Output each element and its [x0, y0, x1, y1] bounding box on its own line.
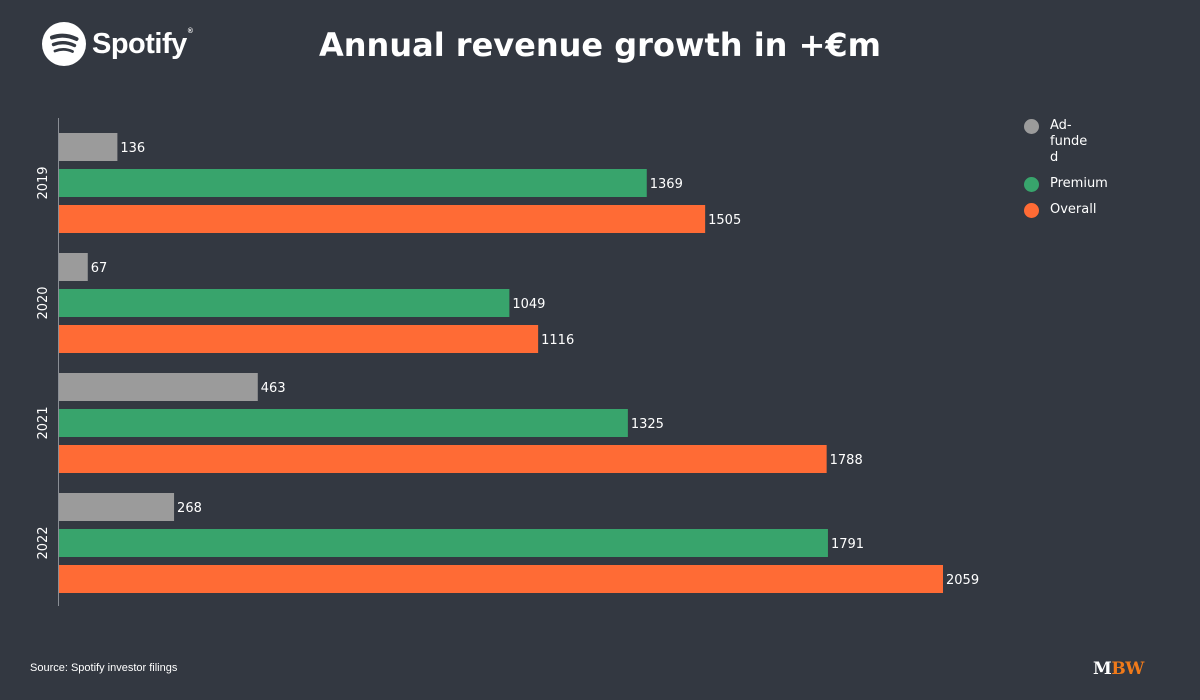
category-label-2022: 2022: [36, 526, 51, 559]
legend-swatch: [1024, 177, 1039, 192]
legend-item-overall: Overall: [1024, 202, 1110, 218]
data-label-overall-2021: 1788: [830, 453, 863, 468]
bar-overall-2022: [59, 565, 943, 593]
bar-ad-funded-2021: [59, 373, 258, 401]
spotify-logo: Spotify®: [42, 22, 193, 66]
data-label-ad-funded-2020: 67: [91, 261, 108, 276]
chart-title: Annual revenue growth in +€m: [318, 26, 882, 64]
data-label-ad-funded-2019: 136: [120, 141, 145, 156]
data-label-premium-2022: 1791: [831, 537, 864, 552]
bar-overall-2019: [59, 205, 706, 233]
legend-swatch: [1024, 119, 1039, 134]
legend-item-ad-funded: Ad-funded: [1024, 118, 1110, 166]
bar-ad-funded-2022: [59, 493, 175, 521]
bar-ad-funded-2020: [59, 253, 88, 281]
data-label-premium-2021: 1325: [631, 417, 664, 432]
legend-label: Premium: [1050, 176, 1108, 191]
data-label-overall-2019: 1505: [708, 213, 741, 228]
bar-ad-funded-2019: [59, 133, 118, 161]
data-label-ad-funded-2021: 463: [261, 381, 286, 396]
bar-premium-2022: [59, 529, 828, 557]
spotify-icon: [42, 22, 86, 66]
category-label-2021: 2021: [36, 406, 51, 439]
data-label-premium-2020: 1049: [512, 297, 545, 312]
data-label-ad-funded-2022: 268: [177, 501, 202, 516]
legend-item-premium: Premium: [1024, 176, 1110, 192]
publisher-logo: MBW: [1093, 659, 1144, 679]
bar-overall-2020: [59, 325, 539, 353]
legend-swatch: [1024, 203, 1039, 218]
bar-overall-2021: [59, 445, 827, 473]
brand-name: Spotify®: [92, 27, 193, 60]
source-note: Source: Spotify investor filings: [30, 662, 178, 674]
data-label-premium-2019: 1369: [650, 177, 683, 192]
bar-premium-2021: [59, 409, 628, 437]
data-label-overall-2020: 1116: [541, 333, 574, 348]
data-label-overall-2022: 2059: [946, 573, 979, 588]
bar-premium-2019: [59, 169, 647, 197]
bar-premium-2020: [59, 289, 510, 317]
category-label-2020: 2020: [36, 286, 51, 319]
category-label-2019: 2019: [36, 166, 51, 199]
legend-label: Overall: [1050, 202, 1097, 217]
legend: Ad-funded Premium Overall: [1024, 118, 1110, 228]
legend-label: Ad-funded: [1050, 118, 1088, 165]
